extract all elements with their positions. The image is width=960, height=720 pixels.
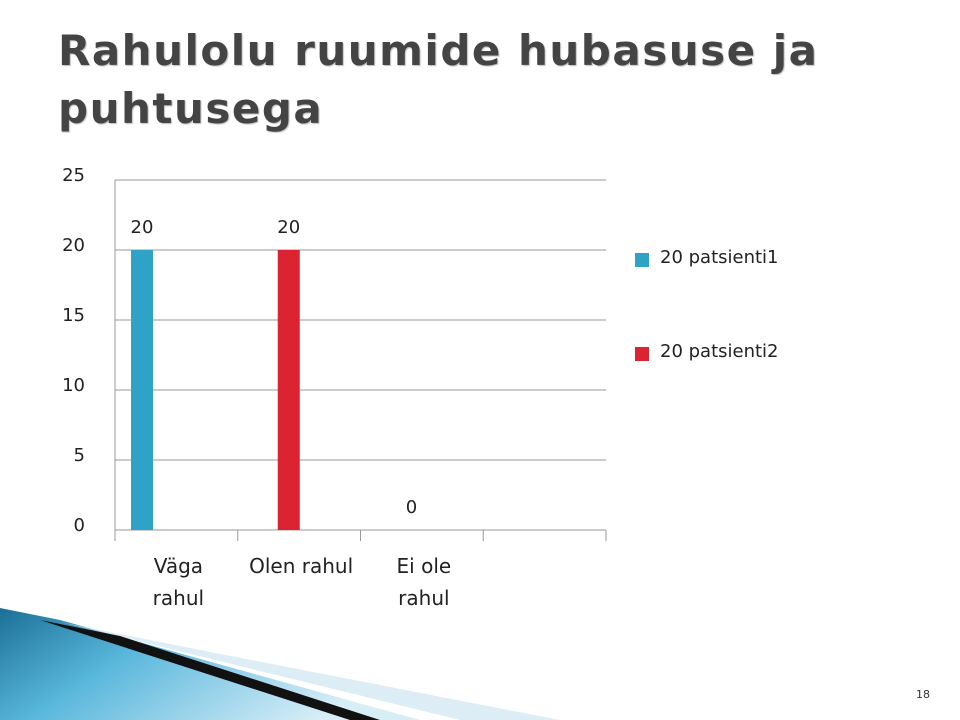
data-label: 20: [277, 217, 300, 238]
legend-swatch: [635, 347, 649, 361]
x-tick-label: Olen rahul: [249, 554, 354, 578]
decor-line: [40, 620, 380, 720]
slide-title: Rahulolu ruumide hubasuse ja puhtusega: [58, 26, 819, 133]
data-label: 0: [406, 497, 417, 518]
data-label: 20: [131, 217, 154, 238]
x-tick-label: Ei ole rahul: [396, 554, 452, 610]
slide-number: 18: [916, 688, 930, 701]
y-tick-label: 15: [62, 305, 85, 326]
legend-label: 20 patsienti2: [660, 341, 779, 362]
y-tick-label: 5: [74, 445, 85, 466]
x-tick-label: Väga rahul: [152, 554, 205, 610]
bar: [277, 250, 300, 530]
legend-label: 20 patsienti1: [660, 247, 779, 268]
y-tick-label: 25: [62, 165, 85, 186]
legend-swatch: [635, 253, 649, 267]
y-tick-label: 20: [62, 235, 85, 256]
y-tick-label: 0: [74, 515, 85, 536]
y-tick-label: 10: [62, 375, 85, 396]
bar: [131, 250, 153, 530]
